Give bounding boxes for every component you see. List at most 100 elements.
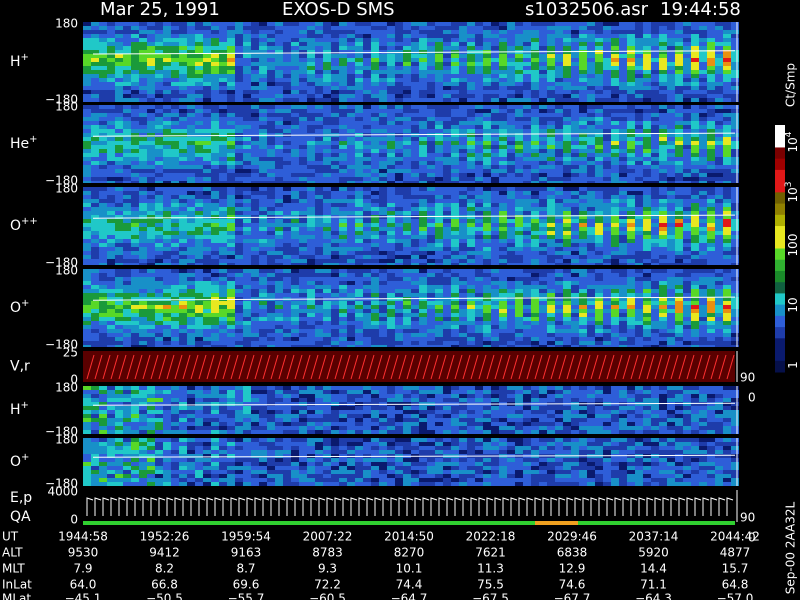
pixel xyxy=(507,149,515,153)
pixel xyxy=(459,231,467,235)
pixel xyxy=(451,82,459,86)
pixel xyxy=(555,263,563,265)
pixel xyxy=(555,207,563,211)
pixel xyxy=(667,90,675,94)
pixel xyxy=(387,203,395,207)
pixel xyxy=(643,259,651,263)
pixel xyxy=(467,42,475,46)
pixel xyxy=(155,235,163,239)
pixel xyxy=(123,109,131,113)
pixel xyxy=(675,133,683,137)
pixel xyxy=(347,26,355,30)
pixel xyxy=(227,109,235,113)
pixel xyxy=(419,121,427,125)
pixel xyxy=(691,239,699,243)
pixel xyxy=(651,235,659,239)
pixel xyxy=(659,149,667,153)
pixel xyxy=(91,149,99,153)
pixel xyxy=(99,109,107,113)
pixel xyxy=(723,223,731,227)
pixel xyxy=(347,203,355,207)
pixel xyxy=(547,199,555,203)
pixel xyxy=(227,255,235,259)
pixel xyxy=(675,30,683,34)
pixel xyxy=(283,223,291,227)
pixel xyxy=(363,30,371,34)
pixel xyxy=(443,62,451,66)
pixel xyxy=(731,251,739,255)
pixel xyxy=(507,145,515,149)
pixel xyxy=(435,78,443,82)
pixel xyxy=(211,38,219,42)
pixel xyxy=(355,145,363,149)
pixel xyxy=(363,22,371,26)
pixel xyxy=(283,137,291,141)
pixel xyxy=(99,113,107,117)
pixel xyxy=(355,82,363,86)
pixel xyxy=(179,137,187,141)
pixel xyxy=(203,153,211,157)
pixel xyxy=(515,181,523,183)
pixel xyxy=(699,121,707,125)
pixel xyxy=(195,207,203,211)
pixel xyxy=(475,173,483,177)
pixel xyxy=(211,259,219,263)
pixel xyxy=(187,153,195,157)
pixel xyxy=(691,78,699,82)
pixel xyxy=(91,231,99,235)
pixel xyxy=(731,199,739,203)
pixel xyxy=(499,74,507,78)
pixel xyxy=(723,117,731,121)
pixel xyxy=(123,105,131,109)
pixel xyxy=(467,26,475,30)
pixel xyxy=(451,62,459,66)
pixel xyxy=(571,161,579,165)
pixel xyxy=(643,177,651,181)
pixel xyxy=(243,74,251,78)
pixel xyxy=(291,30,299,34)
pixel xyxy=(171,46,179,50)
pixel xyxy=(611,30,619,34)
pixel xyxy=(611,235,619,239)
pixel xyxy=(419,129,427,133)
pixel xyxy=(723,161,731,165)
pixel xyxy=(219,42,227,46)
pixel xyxy=(299,177,307,181)
pixel xyxy=(563,90,571,94)
pixel xyxy=(555,133,563,137)
pixel xyxy=(459,117,467,121)
pixel xyxy=(611,78,619,82)
pixel xyxy=(515,141,523,145)
pixel xyxy=(203,66,211,70)
pixel xyxy=(235,105,243,109)
pixel xyxy=(243,255,251,259)
pixel xyxy=(475,231,483,235)
pixel xyxy=(723,129,731,133)
pixel xyxy=(91,313,99,317)
pixel xyxy=(83,199,91,203)
pixel xyxy=(251,141,259,145)
pixel xyxy=(219,133,227,137)
pixel xyxy=(731,86,739,90)
pixel xyxy=(307,219,315,223)
pixel xyxy=(251,121,259,125)
pixel xyxy=(539,211,547,215)
pixel xyxy=(571,247,579,251)
pixel xyxy=(491,74,499,78)
pixel xyxy=(139,94,147,98)
pixel xyxy=(411,169,419,173)
pixel xyxy=(499,235,507,239)
pixel xyxy=(699,22,707,26)
pixel xyxy=(267,161,275,165)
pixel xyxy=(467,161,475,165)
pixel xyxy=(683,251,691,255)
pixel xyxy=(467,38,475,42)
pixel xyxy=(371,58,379,62)
pixel xyxy=(355,137,363,141)
pixel xyxy=(571,105,579,109)
pixel xyxy=(467,105,475,109)
pixel xyxy=(499,125,507,129)
pixel xyxy=(227,251,235,255)
pixel xyxy=(355,157,363,161)
pixel xyxy=(163,58,171,62)
